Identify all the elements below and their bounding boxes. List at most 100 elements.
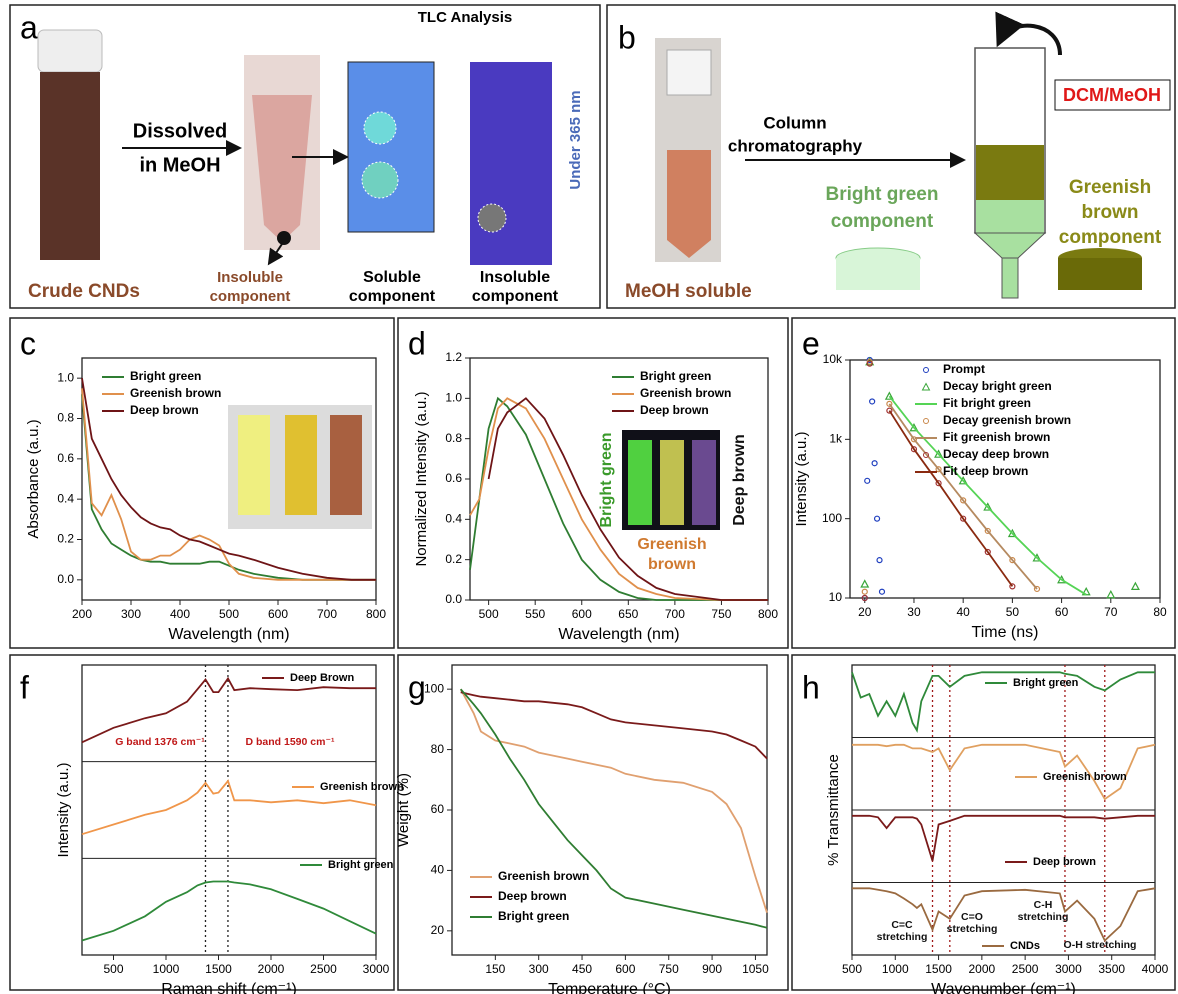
vial bbox=[660, 440, 684, 525]
y-tick-label: 0.6 bbox=[57, 451, 74, 465]
vial-cap bbox=[667, 50, 711, 95]
insoluble-label: component bbox=[472, 288, 559, 305]
inset-label: Bright green bbox=[598, 432, 615, 527]
data-point bbox=[870, 399, 875, 404]
step-text: in MeOH bbox=[139, 154, 220, 176]
legend-label: Deep brown bbox=[640, 403, 709, 417]
spot bbox=[478, 204, 506, 232]
legend-label: Deep brown bbox=[498, 889, 567, 903]
legend-label: Decay deep brown bbox=[943, 447, 1049, 461]
y-axis-label: Absorbance (a.u.) bbox=[25, 419, 42, 538]
dish bbox=[1058, 258, 1142, 290]
data-line bbox=[82, 882, 376, 941]
y-axis-label: Intensity (a.u.) bbox=[793, 431, 810, 526]
x-axis-label: Wavelength (nm) bbox=[558, 626, 679, 643]
legend-label: Greenish brown bbox=[640, 386, 731, 400]
y-tick-label: 0.4 bbox=[445, 512, 462, 526]
y-axis-label: Intensity (a.u.) bbox=[55, 762, 72, 857]
y-tick-label: 1.2 bbox=[445, 350, 462, 364]
x-tick-label: 50 bbox=[1006, 605, 1020, 619]
x-tick-label: 500 bbox=[103, 962, 123, 976]
data-line bbox=[470, 398, 768, 600]
crude-label: Crude CNDs bbox=[28, 281, 140, 302]
x-tick-label: 750 bbox=[659, 962, 679, 976]
data-point bbox=[879, 589, 884, 594]
x-tick-label: 600 bbox=[268, 607, 288, 621]
y-tick-label: 10k bbox=[823, 352, 843, 366]
legend-label: Greenish brown bbox=[130, 386, 221, 400]
soluble-label: component bbox=[349, 288, 436, 305]
legend-label: Deep Brown bbox=[290, 672, 354, 684]
method-text: chromatography bbox=[728, 136, 863, 155]
y-tick-label: 40 bbox=[431, 863, 445, 877]
panel-a: a TLC Analysis Dissolved in MeOH Crude C… bbox=[20, 9, 584, 305]
x-tick-label: 60 bbox=[1055, 605, 1069, 619]
data-point bbox=[872, 461, 877, 466]
x-tick-label: 800 bbox=[366, 607, 386, 621]
annotation: stretching bbox=[877, 931, 928, 943]
x-tick-label: 800 bbox=[758, 607, 778, 621]
data-point bbox=[1107, 591, 1114, 598]
x-tick-label: 300 bbox=[121, 607, 141, 621]
panel-letter: e bbox=[802, 325, 820, 361]
legend-label: Bright green bbox=[130, 369, 201, 383]
y-axis-label: Normalized Intensity (a.u.) bbox=[413, 391, 430, 566]
x-tick-label: 1500 bbox=[205, 962, 232, 976]
x-tick-label: 30 bbox=[907, 605, 921, 619]
legend-label: Decay bright green bbox=[943, 379, 1052, 393]
x-tick-label: 400 bbox=[170, 607, 190, 621]
inset-label: Greenish bbox=[637, 536, 706, 553]
x-tick-label: 2000 bbox=[969, 962, 996, 976]
legend-marker bbox=[924, 368, 929, 373]
y-tick-label: 100 bbox=[424, 681, 444, 695]
brown-band bbox=[976, 145, 1044, 200]
x-axis-label: Raman shift (cm⁻¹) bbox=[161, 981, 297, 994]
x-tick-label: 2000 bbox=[258, 962, 285, 976]
legend-label: Deep brown bbox=[130, 403, 199, 417]
data-line bbox=[470, 398, 768, 600]
x-tick-label: 150 bbox=[485, 962, 505, 976]
x-tick-label: 3000 bbox=[363, 962, 390, 976]
legend-marker bbox=[924, 419, 929, 424]
x-tick-label: 500 bbox=[842, 962, 862, 976]
x-tick-label: 500 bbox=[479, 607, 499, 621]
panel-letter: c bbox=[20, 325, 36, 361]
x-tick-label: 750 bbox=[711, 607, 731, 621]
panel-b: b Column chromatography DCM/MeOH Bright … bbox=[618, 19, 1170, 302]
y-tick-label: 10 bbox=[829, 590, 843, 604]
tlc-plate bbox=[348, 62, 434, 232]
annotation: stretching bbox=[947, 923, 998, 935]
y-tick-label: 1k bbox=[829, 432, 843, 446]
data-point bbox=[861, 581, 868, 588]
x-tick-label: 40 bbox=[956, 605, 970, 619]
x-tick-label: 70 bbox=[1104, 605, 1118, 619]
vial bbox=[40, 72, 100, 260]
x-tick-label: 650 bbox=[618, 607, 638, 621]
x-axis-label: Wavenumber (cm⁻¹) bbox=[931, 981, 1076, 994]
legend-label: Bright green bbox=[640, 369, 711, 383]
x-tick-label: 500 bbox=[219, 607, 239, 621]
spot bbox=[362, 162, 398, 198]
y-tick-label: 0.8 bbox=[445, 431, 462, 445]
x-tick-label: 700 bbox=[665, 607, 685, 621]
x-tick-label: 300 bbox=[529, 962, 549, 976]
panel-letter: f bbox=[20, 669, 29, 705]
panel-letter: b bbox=[618, 19, 636, 55]
soluble-label: Soluble bbox=[363, 269, 421, 286]
insets bbox=[228, 405, 720, 530]
y-tick-label: 0.4 bbox=[57, 491, 74, 505]
annotation: O-H stretching bbox=[1064, 939, 1137, 951]
y-tick-label: 20 bbox=[431, 923, 445, 937]
brown-label: Greenish bbox=[1069, 177, 1151, 198]
x-axis-label: Wavelength (nm) bbox=[168, 626, 289, 643]
x-tick-label: 600 bbox=[572, 607, 592, 621]
panel-letter: a bbox=[20, 9, 38, 45]
green-band bbox=[976, 200, 1044, 233]
panel-letter: h bbox=[802, 669, 820, 705]
vial bbox=[692, 440, 716, 525]
residue-label: Insoluble bbox=[217, 269, 283, 286]
y-tick-label: 0.2 bbox=[57, 532, 74, 546]
y-tick-label: 1.0 bbox=[445, 391, 462, 405]
column-tip bbox=[975, 233, 1045, 258]
x-tick-label: 700 bbox=[317, 607, 337, 621]
